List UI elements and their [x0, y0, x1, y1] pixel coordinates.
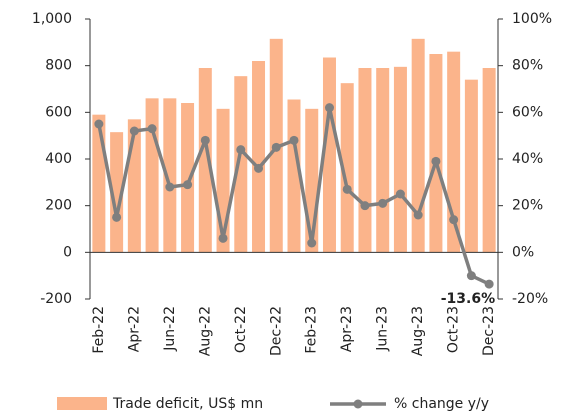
y-tick-label: 400: [45, 151, 72, 167]
marker: [129, 126, 139, 136]
bar: [376, 68, 390, 253]
y2-tick-label: 0%: [512, 244, 534, 260]
data-label: -13.6%: [441, 291, 495, 307]
bar: [358, 68, 372, 253]
bar: [145, 98, 159, 253]
marker: [218, 233, 228, 243]
y-tick-label: 200: [45, 198, 72, 214]
y2-tick-label: 20%: [512, 198, 543, 214]
marker: [147, 124, 157, 134]
bar: [198, 68, 212, 253]
bar: [482, 68, 496, 253]
x-tick-label: Apr-22: [126, 306, 142, 352]
bar: [163, 98, 177, 253]
x-tick-label: Apr-23: [339, 306, 355, 352]
x-tick-label: Jun-22: [162, 306, 178, 352]
marker: [236, 145, 246, 155]
bar: [110, 132, 124, 253]
y2-tick-label: 100%: [512, 11, 552, 27]
marker: [165, 182, 175, 192]
marker: [342, 184, 352, 194]
x-tick-label: Oct-23: [446, 306, 462, 353]
legend-label: % change y/y: [394, 396, 489, 412]
marker: [254, 163, 264, 173]
x-tick-label: Aug-23: [410, 306, 426, 356]
bar: [181, 103, 195, 253]
y2-tick-label: 60%: [512, 104, 543, 120]
x-tick-label: Aug-22: [197, 306, 213, 356]
legend-label: Trade deficit, US$ mn: [112, 396, 263, 412]
y-tick-label: -200: [40, 291, 72, 307]
marker: [183, 180, 193, 190]
bar: [429, 54, 443, 253]
bar: [92, 114, 106, 253]
bar: [252, 61, 266, 253]
marker: [484, 279, 494, 289]
x-tick-label: Oct-22: [233, 306, 249, 353]
marker: [360, 201, 370, 211]
marker: [94, 119, 104, 129]
marker: [378, 198, 388, 208]
marker: [449, 215, 459, 225]
bar: [393, 66, 407, 253]
marker: [413, 210, 423, 220]
y-tick-label: 1,000: [32, 11, 72, 27]
bar: [447, 51, 461, 253]
marker: [289, 135, 299, 145]
x-tick-label: Feb-22: [91, 306, 107, 354]
marker: [200, 135, 210, 145]
y2-tick-label: 40%: [512, 151, 543, 167]
x-tick-label: Feb-23: [304, 306, 320, 354]
legend-swatch: [353, 399, 363, 409]
y2-tick-label: -20%: [512, 291, 548, 307]
y-tick-label: 800: [45, 58, 72, 74]
marker: [395, 189, 405, 199]
bar: [234, 76, 248, 253]
marker: [431, 156, 441, 166]
y-tick-label: 600: [45, 104, 72, 120]
y2-tick-label: 80%: [512, 58, 543, 74]
marker: [466, 271, 476, 281]
x-tick-label: Dec-23: [481, 306, 497, 356]
bar: [340, 83, 354, 253]
marker: [324, 103, 334, 113]
x-tick-label: Dec-22: [268, 306, 284, 356]
marker: [307, 238, 317, 248]
bar: [411, 38, 425, 253]
bar: [464, 79, 478, 253]
y-tick-label: 0: [63, 244, 72, 260]
marker: [112, 212, 122, 222]
legend-swatch: [57, 397, 107, 410]
x-tick-label: Jun-23: [375, 306, 391, 352]
marker: [271, 142, 281, 152]
